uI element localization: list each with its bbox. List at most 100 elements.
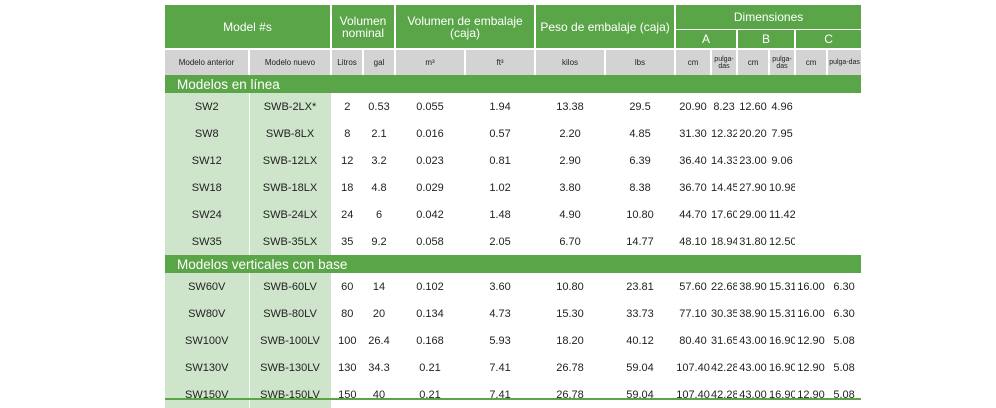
table-cell: 23.81 — [626, 280, 654, 293]
table-cell: 18 — [341, 181, 354, 194]
table-cell: 20.90 — [679, 100, 707, 113]
table-cell: 26.78 — [556, 388, 584, 401]
table-cell: 3.60 — [489, 280, 511, 293]
section-header: Modelos en línea — [165, 75, 862, 93]
cell-modelo-nuevo: SWB-2LX* — [249, 93, 332, 120]
section-title: Modelos en línea — [165, 75, 862, 93]
table-cell: 36.70 — [679, 181, 707, 194]
table-cell: 14.77 — [626, 235, 654, 248]
table-cell — [795, 174, 827, 201]
subheader-cm-c: cm — [795, 48, 829, 75]
subheader-litros: Litros — [331, 48, 365, 75]
subheader-modelo-anterior: Modelo anterior — [165, 48, 250, 75]
table-cell: 7.95 — [771, 127, 793, 140]
table-cell: 1.02 — [489, 181, 511, 194]
table-cell: 2.20 — [559, 127, 581, 140]
table-cell: 4.96 — [771, 100, 793, 113]
table-cell: 15.30 — [556, 307, 584, 320]
table-cell — [827, 120, 861, 147]
table-cell: 15.31 — [769, 280, 796, 293]
table-cell: 31.65 — [711, 334, 738, 347]
table-cell: 10.80 — [556, 280, 584, 293]
table-cell: 2.1 — [371, 127, 387, 140]
table-cell: 0.134 — [416, 307, 444, 320]
cell-modelo-anterior: SW8 — [165, 120, 250, 147]
table-cell: 0.168 — [416, 334, 444, 347]
cell-modelo-nuevo: SWB-100LV — [249, 327, 332, 354]
table-row: SW12 SWB-12LX 12 3.2 0.023 0.81 2.90 6.39 36.40 1… — [165, 147, 861, 174]
table-cell: 44.70 — [679, 208, 707, 221]
table-cell: 31.80 — [739, 235, 767, 248]
subheader-ft3: ft³ — [465, 48, 537, 75]
table-cell: 1.94 — [489, 100, 511, 113]
table-cell — [827, 228, 861, 255]
header-dim-b: B — [737, 29, 797, 49]
table-row: SW18 SWB-18LX 18 4.8 0.029 1.02 3.80 8.38 36.70 1… — [165, 174, 861, 201]
table-cell: 30.35 — [711, 307, 738, 320]
table-cell: 80.40 — [679, 334, 707, 347]
table-cell: 0.055 — [416, 100, 444, 113]
table-cell: 5.08 — [833, 388, 855, 401]
table-cell: 23.00 — [739, 154, 767, 167]
section-header: Modelos verticales con base — [165, 255, 862, 273]
cell-modelo-anterior: SW18 — [165, 174, 250, 201]
table-cell: 60 — [341, 280, 354, 293]
cell-modelo-nuevo: SWB-60LV — [249, 273, 332, 300]
table-cell — [827, 201, 861, 228]
table-cell: 9.06 — [771, 154, 793, 167]
table-cell: 6.70 — [559, 235, 581, 248]
table-cell: 12.50 — [769, 235, 796, 248]
table-cell: 10.80 — [626, 208, 654, 221]
cell-modelo-nuevo: SWB-35LX — [249, 228, 332, 255]
cell-modelo-anterior: SW35 — [165, 228, 250, 255]
section-title: Modelos verticales con base — [165, 255, 862, 273]
table-cell — [795, 120, 827, 147]
table-cell: 22.68 — [711, 280, 738, 293]
table-cell: 42.28 — [711, 388, 738, 401]
cell-modelo-anterior: SW12 — [165, 147, 250, 174]
table-cell: 100 — [338, 334, 357, 347]
specs-table: Model #s Volumen nominal Volumen de emba… — [165, 5, 862, 408]
header-volumen: Volumen nominal — [331, 5, 397, 49]
header-dimensiones: Dimensiones — [675, 5, 862, 30]
table-cell: 20.20 — [739, 127, 767, 140]
table-cell: 107.40 — [676, 388, 710, 401]
table-cell: 7.41 — [489, 361, 511, 374]
table-cell: 0.81 — [489, 154, 511, 167]
table-cell: 43.00 — [739, 334, 767, 347]
table-row: SW60V SWB-60LV 60 14 0.102 3.60 10.80 23.81 57.6… — [165, 273, 861, 300]
table-cell: 8 — [344, 127, 351, 140]
subheader-gal: gal — [363, 48, 397, 75]
bottom-rule — [165, 398, 861, 400]
subheader-pulgadas-a: pulga-das — [711, 48, 739, 75]
table-cell: 48.10 — [679, 235, 707, 248]
table-cell — [827, 93, 861, 120]
cell-modelo-nuevo: SWB-130LV — [249, 354, 332, 381]
table-cell: 27.90 — [739, 181, 767, 194]
subheader-pulgadas-c: pulga-das — [827, 48, 862, 75]
table-cell: 5.93 — [489, 334, 511, 347]
cell-modelo-anterior: SW150V — [165, 381, 250, 408]
table-cell — [795, 147, 827, 174]
table-cell — [827, 174, 861, 201]
table-cell: 6 — [375, 208, 383, 221]
table-cell: 12.32 — [711, 127, 738, 140]
table-cell: 26.4 — [368, 334, 390, 347]
table-cell: 38.90 — [739, 280, 767, 293]
subheader-kilos: kilos — [535, 48, 607, 75]
table-cell: 11.42 — [769, 208, 796, 221]
header-volumen-embalaje: Volumen de embalaje (caja) — [395, 5, 537, 49]
cell-modelo-nuevo: SWB-80LV — [249, 300, 332, 327]
table-cell: 18.94 — [711, 235, 738, 248]
table-cell: 3.80 — [559, 181, 581, 194]
cell-modelo-nuevo: SWB-18LX — [249, 174, 332, 201]
table-cell: 14.45 — [711, 181, 738, 194]
table-cell: 130 — [338, 361, 357, 374]
table-cell: 16.00 — [797, 307, 825, 320]
cell-modelo-anterior: SW24 — [165, 201, 250, 228]
table-cell: 2 — [344, 100, 351, 113]
table-cell: 5.08 — [833, 361, 855, 374]
table-cell: 0.57 — [489, 127, 511, 140]
table-row: SW100V SWB-100LV 100 26.4 0.168 5.93 18.20 40.1… — [165, 327, 861, 354]
table-cell: 0.21 — [419, 388, 441, 401]
